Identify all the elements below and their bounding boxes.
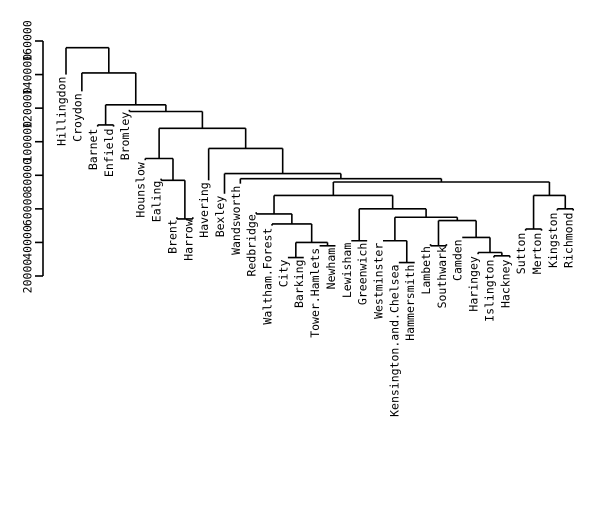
leaf-label: Hackney	[498, 259, 512, 308]
leaf-label: Newham	[324, 248, 338, 290]
leaf-label: Waltham.Forest	[261, 228, 275, 325]
leaf-label: City	[276, 259, 290, 287]
leaf-label: Hillingdon	[55, 77, 69, 146]
y-tick-label: 60000	[21, 191, 35, 226]
y-tick-label: 140000	[21, 54, 35, 96]
leaf-label: Kingston	[546, 213, 560, 268]
y-tick-label: 40000	[21, 225, 35, 260]
leaf-label: Richmond	[562, 213, 576, 268]
dendrogram-tree	[65, 46, 575, 264]
leaf-label: Havering	[197, 182, 211, 237]
leaf-label: Hammersmith	[403, 265, 417, 341]
leaf-label: Barking	[292, 260, 306, 308]
leaf-label: Southwark	[435, 246, 449, 308]
leaf-label: Merton	[530, 233, 544, 275]
leaf-label: Greenwich	[356, 243, 370, 305]
y-tick-label: 100000	[21, 121, 35, 163]
leaf-label: Wandsworth	[229, 186, 243, 255]
leaf-label: Haringey	[467, 256, 481, 311]
leaf-label: Croydon	[70, 93, 84, 141]
y-axis: 2000040000600008000010000012000014000016…	[21, 20, 44, 293]
leaf-label: Ealing	[150, 181, 164, 223]
leaf-label: Enfield	[102, 129, 116, 177]
leaf-label: Sutton	[514, 233, 528, 275]
leaf-label: Camden	[451, 239, 465, 281]
leaf-label: Bexley	[213, 196, 227, 238]
y-tick-label: 120000	[21, 87, 35, 129]
leaf-label: Islington	[482, 260, 496, 322]
leaf-label: Hounslow	[134, 162, 148, 217]
y-tick-label: 160000	[21, 20, 35, 62]
leaf-label: Tower.Hamlets	[308, 248, 322, 338]
leaf-label: Westminster	[372, 243, 386, 319]
leaf-label: Harrow	[181, 219, 195, 261]
leaf-label: Barnet	[86, 129, 100, 171]
leaf-label: Kensington.and.Chelsea	[387, 265, 401, 417]
y-tick-label: 80000	[21, 158, 35, 193]
leaf-label: Bromley	[118, 112, 132, 161]
leaf-label: Redbridge	[245, 214, 259, 276]
y-tick-label: 20000	[21, 259, 35, 294]
leaf-label: Brent	[165, 219, 179, 254]
leaf-label: Lewisham	[340, 243, 354, 298]
leaf-label: Lambeth	[419, 246, 433, 294]
